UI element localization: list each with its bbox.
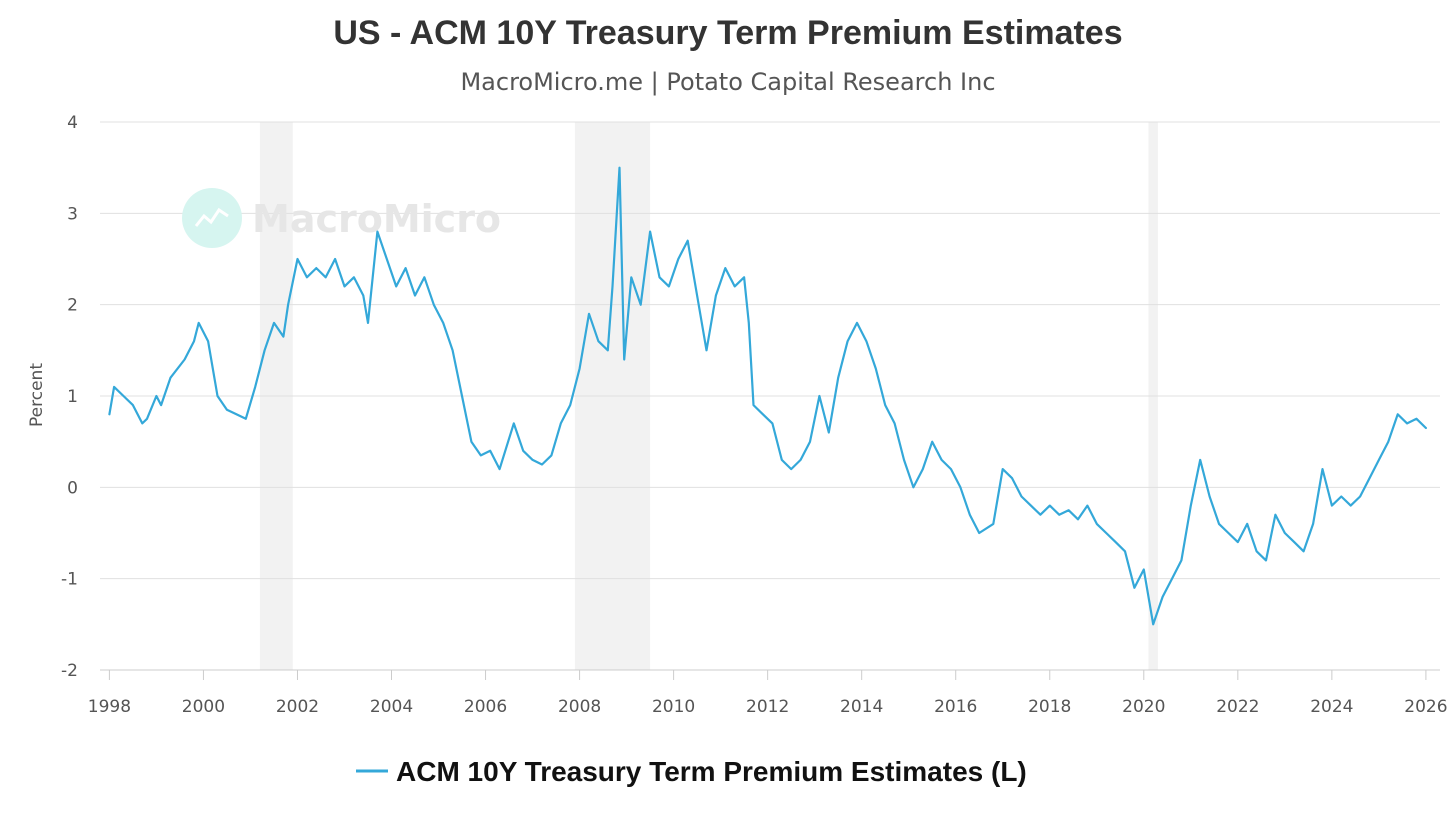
watermark: MacroMicro xyxy=(182,188,501,248)
y-tick-label: 3 xyxy=(67,204,78,224)
y-tick-label: -1 xyxy=(61,570,78,590)
x-tick-label: 1998 xyxy=(88,697,131,717)
x-tick-label: 2016 xyxy=(934,697,977,717)
y-tick-label: -2 xyxy=(61,661,78,681)
x-tick-label: 2026 xyxy=(1404,697,1447,717)
gridlines xyxy=(100,121,1440,671)
watermark-chart-icon xyxy=(194,207,229,227)
x-tick-label: 2008 xyxy=(558,697,601,717)
x-tick-label: 2012 xyxy=(746,697,789,717)
chart-title: US - ACM 10Y Treasury Term Premium Estim… xyxy=(333,14,1122,52)
series-line-0[interactable] xyxy=(108,166,1428,626)
legend[interactable]: ACM 10Y Treasury Term Premium Estimates … xyxy=(356,756,1027,787)
x-tick-label: 2002 xyxy=(276,697,319,717)
y-tick-label: 1 xyxy=(67,387,78,407)
x-tick-label: 2018 xyxy=(1028,697,1071,717)
x-tick-label: 2000 xyxy=(182,697,225,717)
y-axis-label: Percent xyxy=(27,363,47,427)
x-tick-label: 2006 xyxy=(464,697,507,717)
x-tick-label: 2020 xyxy=(1122,697,1165,717)
x-tick-label: 2014 xyxy=(840,697,883,717)
y-tick-label: 2 xyxy=(67,296,78,316)
y-tick-label: 4 xyxy=(67,113,78,133)
x-tick-label: 2010 xyxy=(652,697,695,717)
y-tick-label: 0 xyxy=(67,478,78,498)
legend-label[interactable]: ACM 10Y Treasury Term Premium Estimates … xyxy=(396,756,1027,787)
x-tick-label: 2024 xyxy=(1310,697,1353,717)
series-layer xyxy=(108,166,1428,626)
chart-subtitle: MacroMicro.me | Potato Capital Research … xyxy=(460,68,995,96)
x-tick-label: 2022 xyxy=(1216,697,1259,717)
x-tick-label: 2004 xyxy=(370,697,413,717)
axes: -2 -1 0 1 2 3 4 1998 2000 2002 2004 2006 2008 2010 201… xyxy=(61,113,1447,717)
